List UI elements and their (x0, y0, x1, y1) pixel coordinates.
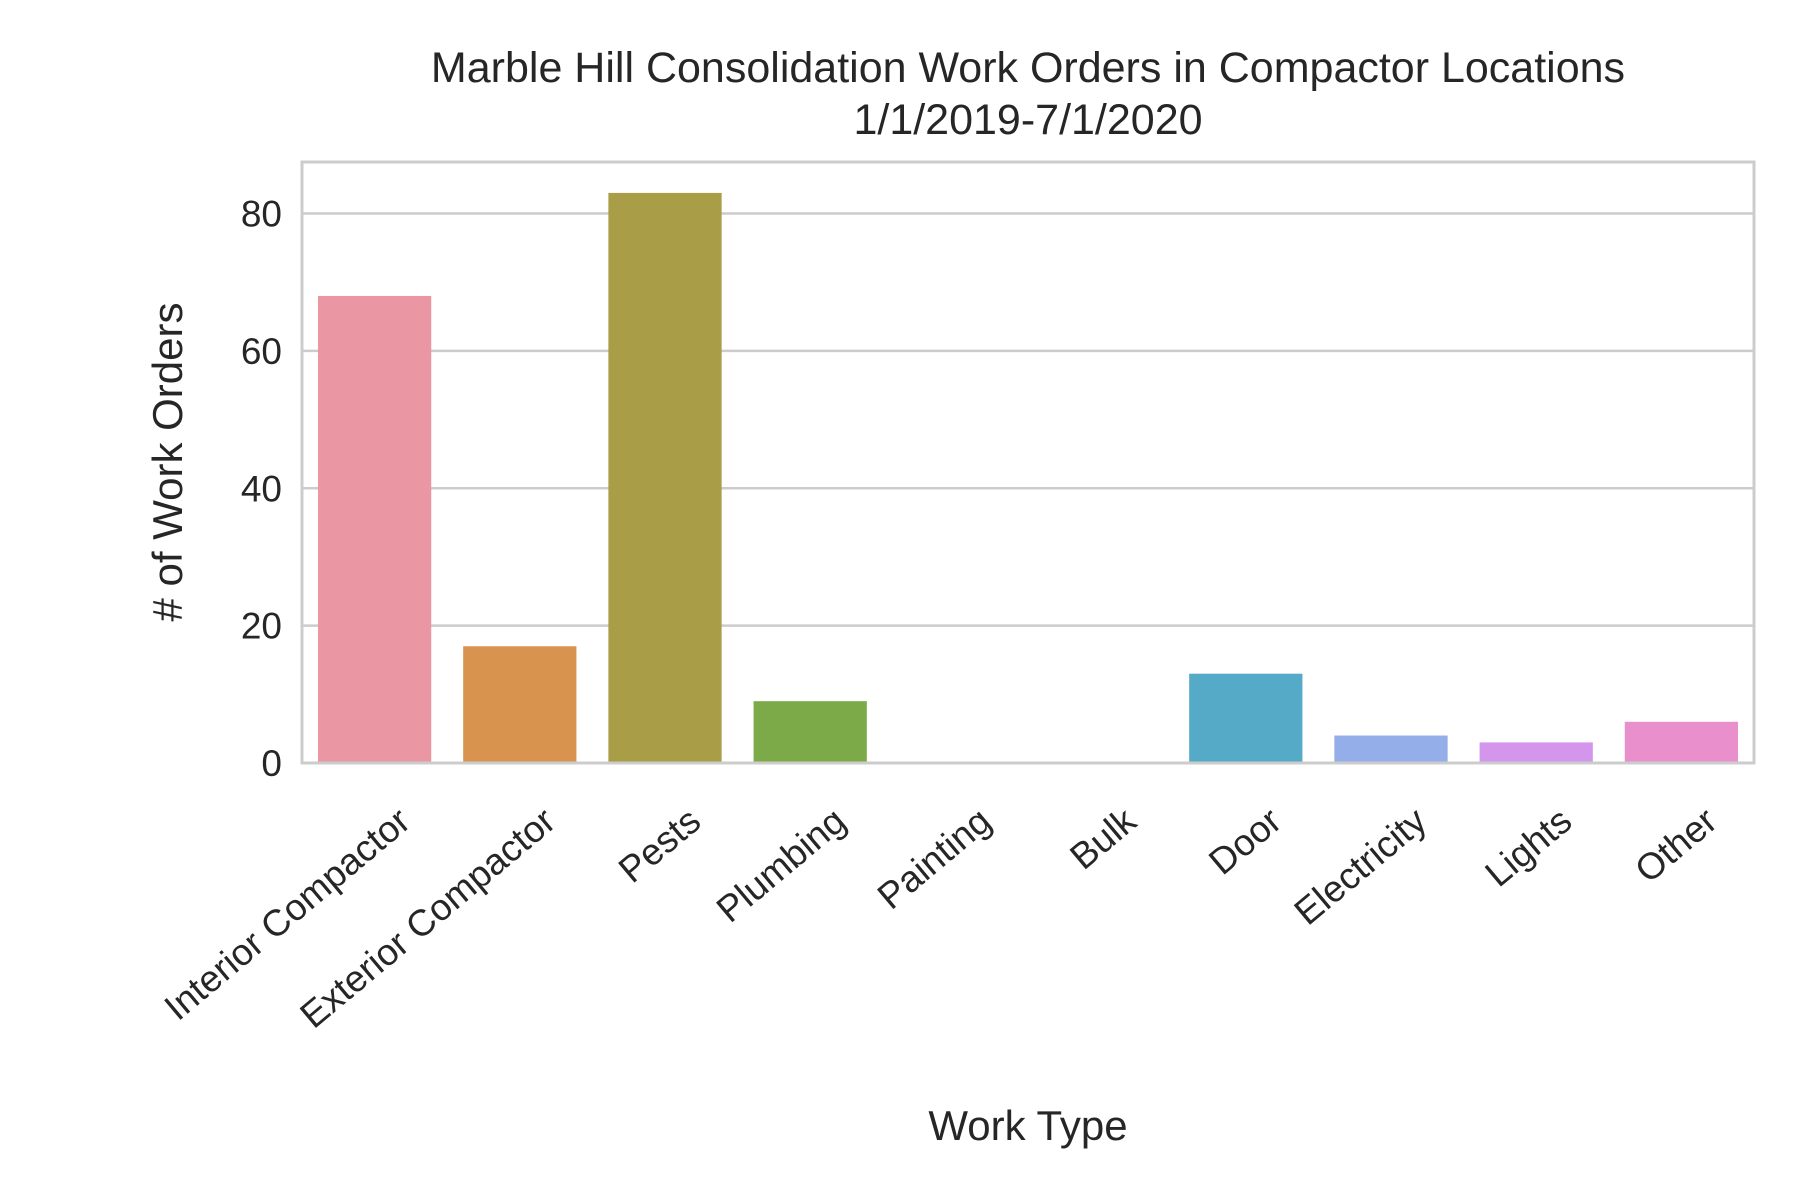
bar (1334, 735, 1448, 763)
plot-frame (300, 160, 1756, 765)
x-tick-label: Other (1627, 800, 1724, 891)
bar (317, 295, 432, 763)
x-tick-label: Exterior Compactor (292, 800, 563, 1036)
y-tick-label: 80 (241, 194, 282, 235)
bar (608, 192, 722, 763)
y-tick-label: 60 (241, 331, 282, 372)
y-tick-label: 20 (241, 606, 282, 647)
x-axis-label: Work Type (928, 1102, 1127, 1149)
y-tick-label: 0 (261, 743, 282, 784)
bar (1624, 721, 1739, 763)
x-tick-label: Pests (611, 800, 708, 891)
x-tick-label: Door (1201, 800, 1289, 883)
bar (1189, 673, 1303, 763)
chart-subtitle: 1/1/2019-7/1/2020 (853, 96, 1202, 144)
bar-layer (317, 192, 1739, 763)
bar (463, 646, 577, 763)
bar (753, 701, 867, 763)
x-tick-label: Bulk (1062, 799, 1144, 877)
x-tick-label: Painting (870, 800, 999, 917)
chart-title: Marble Hill Consolidation Work Orders in… (431, 44, 1625, 92)
y-axis-label: # of Work Orders (144, 303, 191, 622)
x-tick-label: Lights (1477, 800, 1579, 895)
x-tick-label: Plumbing (709, 800, 854, 931)
x-tick-label: Electricity (1287, 799, 1435, 932)
y-tick-labels: 0 20 40 60 80 (241, 194, 282, 784)
y-tick-label: 40 (241, 468, 282, 509)
x-tick-label: Interior Compactor (157, 800, 418, 1028)
bar (1479, 742, 1593, 763)
